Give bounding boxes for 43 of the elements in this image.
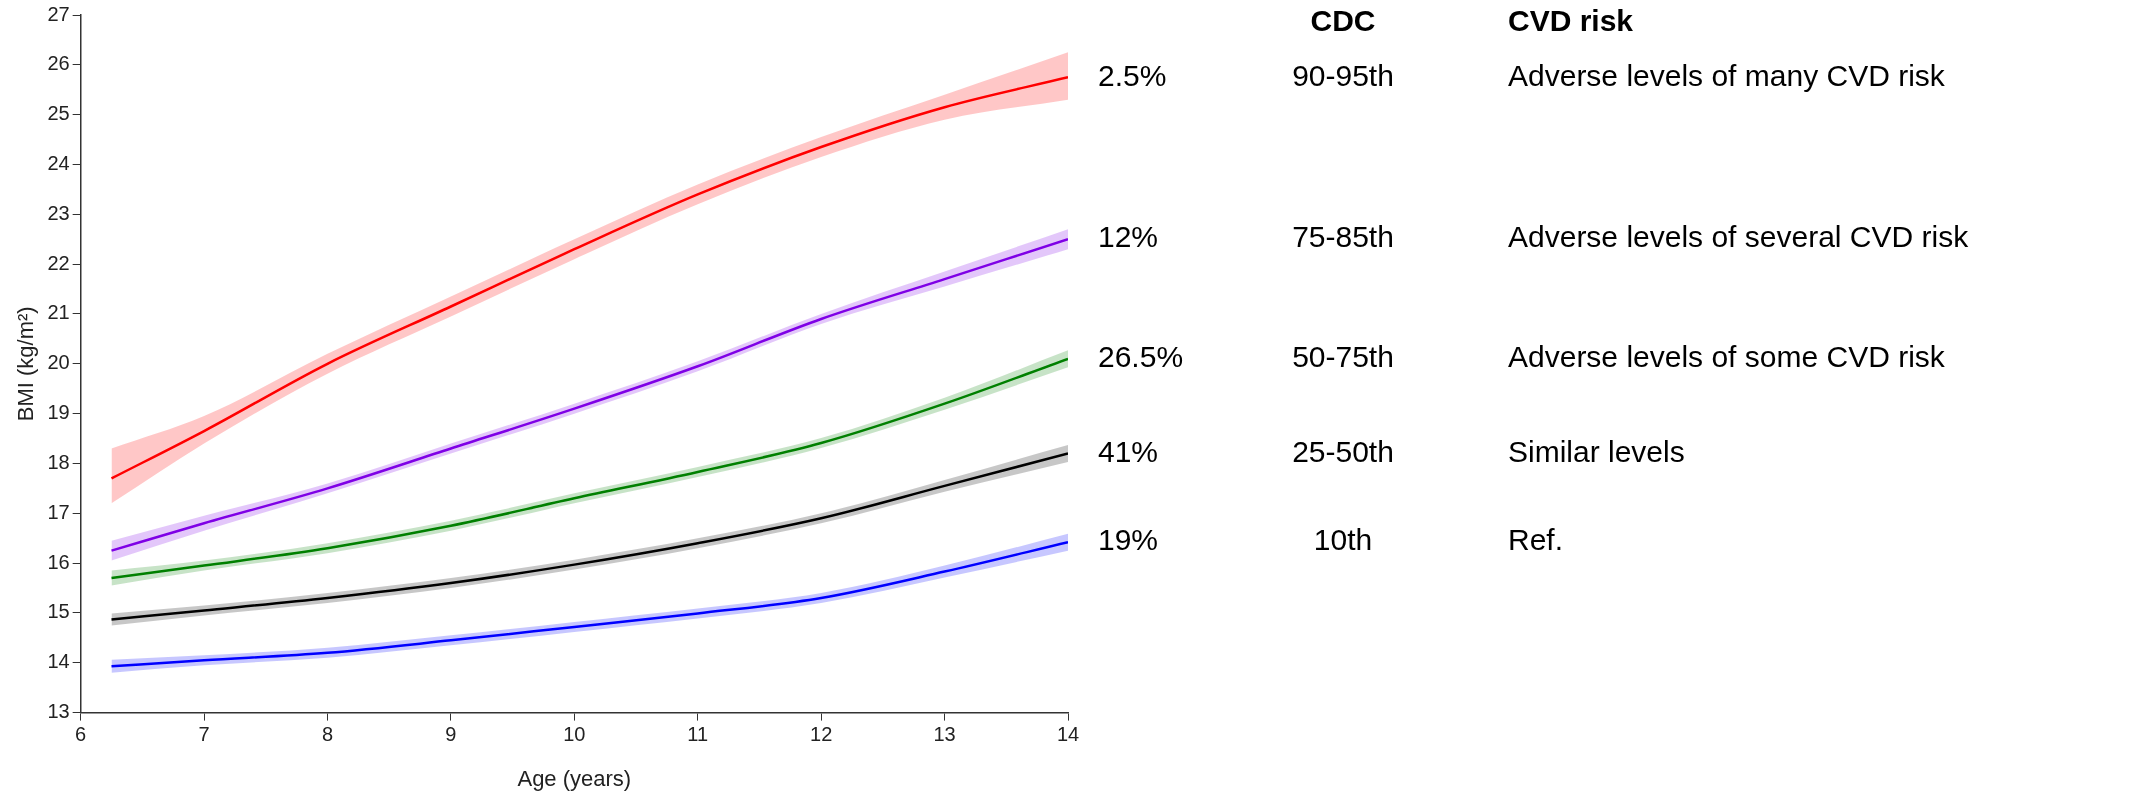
series-label: 12% bbox=[1098, 220, 1159, 254]
text: Similar levels bbox=[1508, 434, 1685, 468]
y-tick-label: 22 bbox=[47, 251, 70, 274]
y-tick-label: 24 bbox=[47, 152, 70, 174]
text: Adverse levels of several CVD risk bbox=[1508, 220, 1970, 254]
series-label: 26.5% bbox=[1098, 340, 1184, 374]
y-tick-label: 23 bbox=[47, 201, 70, 224]
series-label: 2.5% bbox=[1098, 58, 1167, 92]
y-tick-label: 25 bbox=[47, 102, 70, 125]
x-tick-label: 8 bbox=[321, 723, 334, 746]
y-tick-label: 20 bbox=[47, 351, 70, 374]
text: CDC bbox=[1310, 4, 1376, 38]
y-tick-label: 15 bbox=[47, 600, 70, 623]
x-tick-label: 11 bbox=[687, 723, 709, 746]
x-tick-label: 13 bbox=[933, 723, 956, 746]
text: 90-95th bbox=[1292, 58, 1394, 92]
text: 75-85th bbox=[1292, 220, 1394, 254]
text: CVD risk bbox=[1508, 4, 1634, 38]
y-tick-label: 18 bbox=[47, 450, 70, 473]
y-tick-label: 19 bbox=[47, 401, 70, 424]
y-tick-label: 27 bbox=[47, 2, 70, 25]
y-tick-label: 13 bbox=[47, 700, 70, 723]
series-label: 19% bbox=[1098, 523, 1159, 557]
text: Adverse levels of many CVD risk bbox=[1508, 58, 1946, 92]
text: Adverse levels of some CVD risk bbox=[1508, 340, 1946, 374]
x-tick-label: 14 bbox=[1056, 723, 1080, 746]
x-tick-label: 6 bbox=[75, 723, 87, 746]
y-axis-title: BMI (kg/m²) bbox=[13, 306, 39, 422]
series-label: 41% bbox=[1098, 434, 1159, 468]
x-tick-label: 10 bbox=[563, 723, 586, 746]
y-tick-label: 26 bbox=[47, 52, 70, 75]
text: 10th bbox=[1313, 523, 1373, 557]
x-tick-label: 9 bbox=[445, 723, 457, 746]
x-tick-label: 7 bbox=[198, 723, 210, 746]
x-axis-title: Age (years) bbox=[517, 765, 632, 791]
y-tick-label: 16 bbox=[47, 550, 70, 573]
text: Ref. bbox=[1508, 523, 1564, 557]
y-tick-label: 17 bbox=[47, 500, 70, 523]
y-tick-label: 14 bbox=[47, 650, 70, 673]
text: 25-50th bbox=[1292, 434, 1394, 468]
x-tick-label: 12 bbox=[810, 723, 833, 746]
text: 50-75th bbox=[1292, 340, 1394, 374]
y-tick-label: 21 bbox=[47, 301, 70, 324]
